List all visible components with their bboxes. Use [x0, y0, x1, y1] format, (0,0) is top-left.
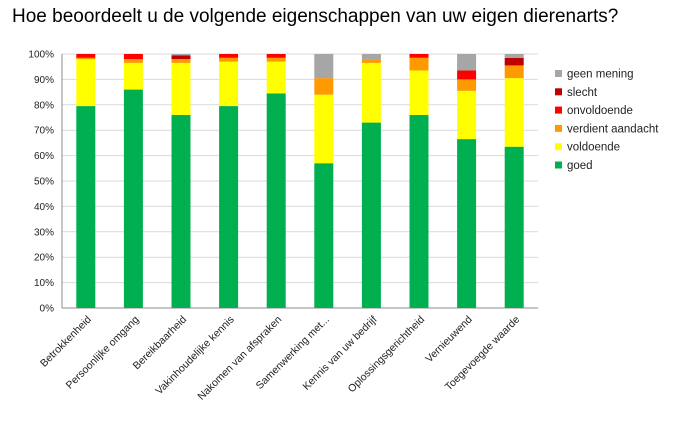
bar-segment-verdient-aandacht — [123, 59, 143, 63]
bar-segment-verdient-aandacht — [314, 78, 334, 95]
bar-segment-voldoende — [123, 62, 143, 90]
y-tick-label: 0% — [40, 304, 55, 315]
bar-segment-verdient-aandacht — [219, 57, 239, 62]
bar-segment-goed — [361, 122, 381, 308]
bar-segment-verdient-aandacht — [266, 57, 286, 62]
legend: geen mening slecht onvoldoende verdient aan… — [555, 69, 659, 172]
legend-label: onvoldoende — [567, 105, 633, 117]
bar-segment-goed — [219, 106, 239, 308]
bar-segment-geen-mening — [171, 54, 191, 56]
bar-segment-verdient-aandacht — [504, 65, 524, 79]
legend-label: geen mening — [567, 69, 634, 81]
bar-segment-geen-mening — [314, 54, 334, 79]
bar-segment-verdient-aandacht — [361, 59, 381, 63]
bar-segment-voldoende — [457, 90, 477, 140]
legend-swatch — [555, 88, 562, 96]
y-tick-label: 50% — [34, 177, 54, 188]
bar-segment-verdient-aandacht — [457, 79, 477, 91]
bar-segment-voldoende — [361, 62, 381, 123]
bar-segment-onvoldoende — [123, 54, 143, 60]
legend-swatch — [555, 124, 562, 132]
legend-label: slecht — [567, 87, 598, 99]
legend-swatch — [555, 106, 562, 114]
y-tick-label: 80% — [34, 100, 54, 111]
bar-segment-goed — [123, 89, 143, 308]
y-tick-label: 90% — [34, 75, 54, 86]
y-tick-label: 70% — [34, 126, 54, 137]
bar-segment-goed — [457, 139, 477, 308]
bar-segment-voldoende — [266, 61, 286, 94]
bar-segment-goed — [76, 106, 96, 308]
bar-segment-onvoldoende — [457, 70, 477, 80]
x-category-label: Nakomen van afspraken — [195, 314, 284, 403]
bar-segment-geen-mening — [504, 54, 524, 58]
bar-segment-onvoldoende — [76, 54, 96, 58]
legend-swatch — [555, 70, 562, 77]
bar-segment-goed — [171, 114, 191, 309]
chart-title: Hoe beoordeelt u de volgende eigenschapp… — [12, 6, 619, 27]
x-category-label: Vernieuwend — [423, 314, 475, 366]
bar-segment-slecht — [171, 55, 191, 60]
legend-label: goed — [567, 160, 593, 172]
bar-segment-voldoende — [171, 62, 191, 115]
y-tick-label: 40% — [34, 202, 54, 213]
bar-segment-geen-mening — [361, 54, 381, 60]
legend-swatch — [555, 161, 562, 169]
bar-segment-goed — [314, 163, 334, 308]
y-tick-label: 30% — [34, 227, 54, 238]
legend-label: verdient aandacht — [567, 123, 659, 135]
bar-segment-onvoldoende — [219, 54, 239, 58]
x-category-label: Vakinhoudelijke kennis — [153, 314, 236, 397]
bar-segment-verdient-aandacht — [171, 59, 191, 63]
bar-segment-verdient-aandacht — [409, 57, 429, 71]
bar-segment-onvoldoende — [409, 54, 429, 58]
bar-segment-goed — [504, 146, 524, 308]
y-axis-ticks: 0% 10% 20% 30% 40% 50% 60% 70% 80% 90% 100% — [28, 50, 54, 315]
bar-segment-verdient-aandacht — [76, 57, 96, 60]
y-tick-label: 100% — [28, 50, 54, 61]
y-tick-label: 20% — [34, 253, 54, 264]
bar-segment-goed — [409, 114, 429, 309]
y-tick-label: 10% — [34, 278, 54, 289]
bar-segment-voldoende — [409, 70, 429, 115]
bar-segment-goed — [266, 93, 286, 309]
bar-segment-geen-mening — [457, 54, 477, 71]
bars — [76, 54, 524, 309]
bar-segment-voldoende — [76, 59, 96, 107]
legend-swatch — [555, 143, 562, 151]
legend-label: voldoende — [567, 142, 620, 154]
bar-segment-onvoldoende — [266, 54, 286, 58]
bar-segment-voldoende — [219, 61, 239, 107]
bar-segment-voldoende — [314, 94, 334, 164]
y-tick-label: 60% — [34, 151, 54, 162]
bar-segment-voldoende — [504, 78, 524, 147]
bar-segment-slecht — [504, 57, 524, 66]
